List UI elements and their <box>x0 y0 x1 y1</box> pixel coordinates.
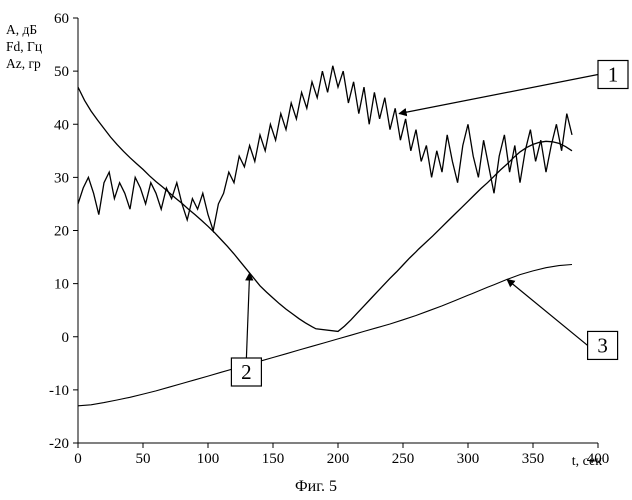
x-axis-label: t, сек <box>572 454 602 470</box>
callout-label-3: 3 <box>597 333 608 357</box>
x-tick-label: 0 <box>74 451 82 467</box>
y-axis-label-3: Az, гр <box>6 56 42 73</box>
y-tick-label: 10 <box>54 277 69 293</box>
callout-label-1: 1 <box>608 63 619 87</box>
x-tick-label: 200 <box>327 451 350 467</box>
y-tick-label: -20 <box>49 436 69 452</box>
callout-arrow-3 <box>507 279 588 345</box>
y-tick-label: 20 <box>54 224 69 240</box>
chart-container: 050100150200250300350400-20-100102030405… <box>0 0 632 500</box>
x-tick-label: 250 <box>392 451 415 467</box>
figure-caption: Фиг. 5 <box>0 478 632 496</box>
x-tick-label: 350 <box>522 451 545 467</box>
callout-label-2: 2 <box>241 360 252 384</box>
x-tick-label: 50 <box>136 451 151 467</box>
y-tick-label: 60 <box>54 11 69 27</box>
y-tick-label: 50 <box>54 64 69 80</box>
x-tick-label: 100 <box>197 451 220 467</box>
axes <box>78 18 598 443</box>
callout-arrow-2 <box>246 273 249 358</box>
series-3 <box>78 265 572 406</box>
y-axis-label-1: А, дБ <box>6 22 42 39</box>
series-2 <box>78 87 572 331</box>
y-tick-label: 30 <box>54 170 69 186</box>
x-tick-label: 150 <box>262 451 285 467</box>
callout-arrow-1 <box>399 75 598 114</box>
y-tick-label: 40 <box>54 117 69 133</box>
y-axis-label-2: Fd, Гц <box>6 39 42 56</box>
x-tick-label: 300 <box>457 451 480 467</box>
y-tick-label: 0 <box>62 330 70 346</box>
y-tick-label: -10 <box>49 383 69 399</box>
y-axis-labels: А, дБ Fd, Гц Az, гр <box>6 22 42 73</box>
chart-svg: 050100150200250300350400-20-100102030405… <box>0 0 632 500</box>
series-1 <box>78 66 572 231</box>
